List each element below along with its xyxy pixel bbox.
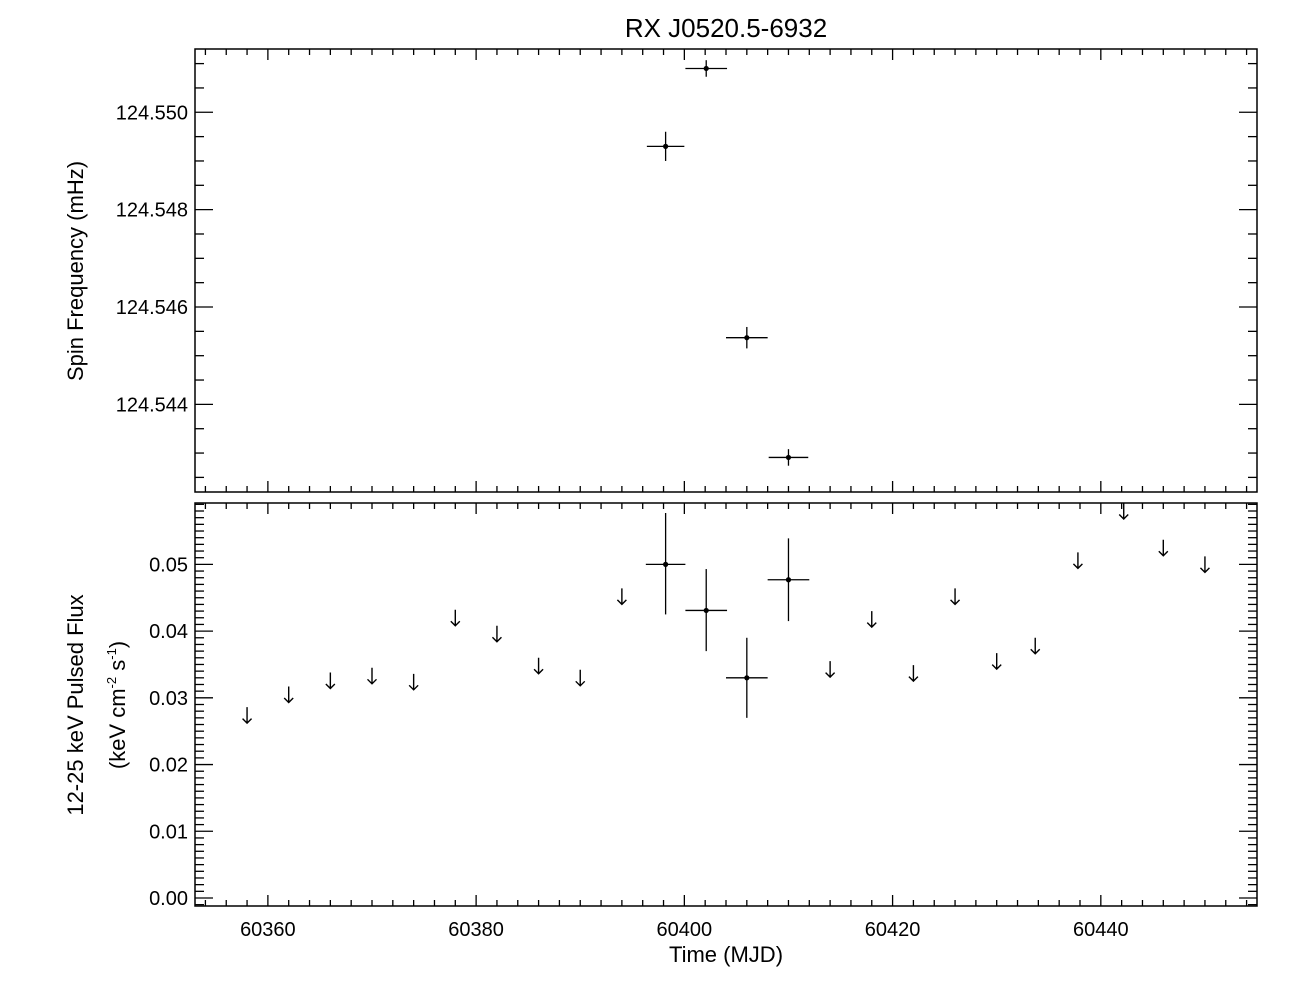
ylabel-unit-pre: (keV cm — [105, 688, 130, 769]
upper-limit-arrow — [866, 611, 877, 629]
bottom-y-tick-label: 0.03 — [149, 688, 188, 710]
upper-limit-arrow — [242, 707, 253, 725]
bottom-panel-frame — [194, 502, 1258, 907]
top-y-tick-label: 124.546 — [116, 297, 188, 319]
upper-limit-arrow — [825, 661, 836, 679]
bottom-y-tick-label: 0.05 — [149, 554, 188, 576]
upper-limit-arrow — [450, 609, 461, 627]
upper-limit-arrow — [616, 588, 627, 606]
freq-point — [785, 454, 792, 461]
upper-limit-arrow — [408, 673, 419, 691]
upper-limit-arrow — [1072, 552, 1083, 570]
ylabel-unit-post: ) — [105, 641, 130, 648]
x-tick-label: 60380 — [448, 919, 504, 941]
top-panel-data — [646, 60, 809, 466]
flux-point — [703, 607, 709, 614]
chart-title: RX J0520.5-6932 — [625, 13, 827, 43]
top-y-tick-label: 124.550 — [116, 102, 188, 124]
bottom-y-tick-label: 0.01 — [149, 821, 188, 843]
top-panel-frame — [194, 48, 1258, 493]
x-tick-label: 60440 — [1073, 919, 1129, 941]
bottom-y-axis-label-line2: (keV cm-2 s-1) — [104, 641, 130, 769]
top-y-axis-label: Spin Frequency (mHz) — [63, 161, 88, 381]
upper-limit-arrow — [1158, 539, 1169, 557]
upper-limit-arrow — [325, 672, 336, 690]
top-y-tick-label: 124.544 — [116, 394, 188, 416]
upper-limit-arrow — [367, 667, 377, 685]
freq-point — [703, 65, 709, 72]
bottom-y-tick-label: 0.00 — [149, 888, 188, 910]
upper-limit-arrow — [533, 657, 544, 675]
ylabel-unit-sup1: -2 — [104, 677, 119, 689]
upper-limit-arrow — [908, 665, 919, 683]
upper-limit-arrow — [575, 669, 586, 687]
freq-point — [663, 143, 669, 149]
upper-limit-arrow — [950, 588, 961, 606]
bottom-panel: 60360 60380 60400 60420 60440 0.00 0.01 0.02 0.0… — [63, 502, 1258, 967]
bottom-y-tick-label: 0.02 — [149, 755, 188, 777]
top-panel-ticks: 124.544 124.546 124.548 124.550 — [116, 49, 1257, 492]
bottom-panel-ticks: 60360 60380 60400 60420 60440 0.00 0.01 0.02 0.0… — [149, 503, 1257, 941]
bottom-panel-data — [242, 503, 1210, 725]
upper-limit-arrow — [1118, 503, 1129, 520]
x-tick-label: 60400 — [657, 919, 713, 941]
top-panel: 124.544 124.546 124.548 124.550 Spin Freque… — [63, 48, 1258, 493]
flux-point — [744, 675, 750, 681]
ylabel-unit-sup2: -1 — [104, 648, 119, 660]
upper-limit-arrow — [991, 653, 1002, 671]
ylabel-unit-mid: s — [105, 660, 130, 677]
x-tick-label: 60360 — [240, 919, 296, 941]
upper-limit-arrow — [283, 686, 294, 704]
upper-limit-arrow — [491, 625, 502, 643]
top-y-tick-label: 124.548 — [116, 200, 188, 222]
bottom-y-axis-label-line1: 12-25 keV Pulsed Flux — [63, 594, 88, 815]
x-axis-label: Time (MJD) — [669, 942, 783, 967]
freq-point — [744, 335, 750, 341]
flux-point — [663, 561, 669, 567]
flux-point — [785, 577, 792, 583]
bottom-y-tick-label: 0.04 — [149, 621, 188, 643]
x-tick-label: 60420 — [865, 919, 921, 941]
upper-limit-arrow — [1030, 637, 1041, 655]
upper-limit-arrow — [1199, 556, 1210, 574]
